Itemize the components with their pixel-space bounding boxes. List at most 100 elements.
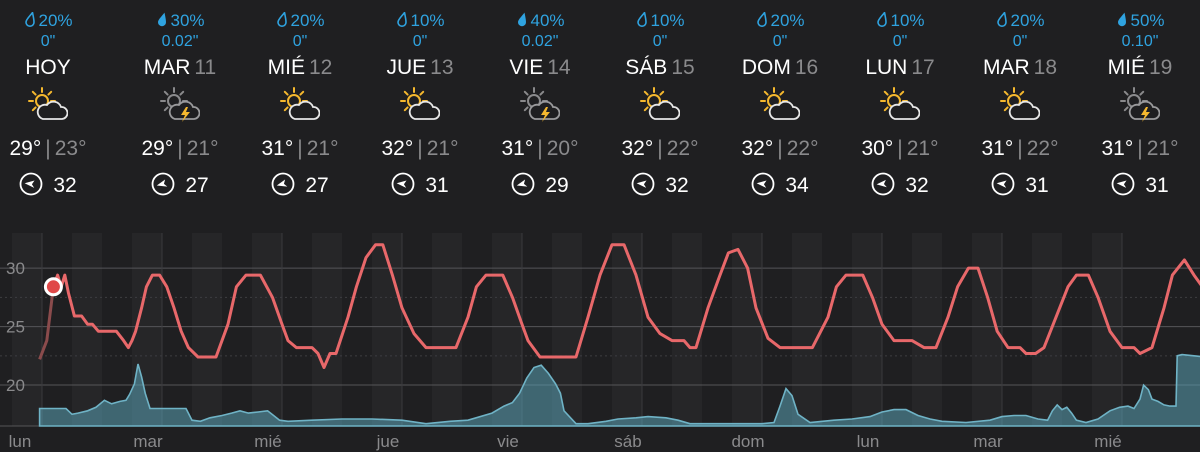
precip-amount: 0": [40, 33, 56, 50]
precip-chance: 20%: [0, 10, 108, 31]
raindrop-icon: [755, 10, 768, 27]
precip-chance: 10%: [600, 10, 720, 31]
day-date: 18: [1033, 56, 1058, 79]
chart-band: [912, 233, 942, 426]
precip-chance-value: 20%: [1010, 11, 1045, 30]
day-column[interactable]: 20% 0" DOM 16 32° | 22° 34: [720, 0, 840, 228]
chart-band: [12, 233, 42, 426]
wind: 27: [120, 172, 240, 198]
day-label: DOM: [741, 56, 791, 79]
high-temp: 32°: [741, 137, 774, 160]
precip-chance-value: 20%: [290, 11, 325, 30]
temperature-range: 31° | 21°: [240, 137, 360, 161]
precip-chance-value: 50%: [1130, 11, 1165, 30]
wind-speed: 29: [545, 174, 569, 197]
temperature-range: 31° | 22°: [960, 137, 1080, 161]
day-column[interactable]: 50% 0.10" MIÉ 19 31° | 21° 31: [1080, 0, 1200, 228]
day-column[interactable]: 10% 0" SÁB 15 32° | 22° 32: [600, 0, 720, 228]
wind-direction-icon: [151, 172, 175, 196]
precip-chance: 40%: [480, 11, 600, 31]
x-tick-label: vie: [497, 432, 519, 451]
day-column[interactable]: 40% 0.02" VIE 14 31° | 20° 29: [480, 0, 600, 228]
low-temp: 22°: [786, 137, 819, 160]
wind-speed: 34: [785, 174, 809, 197]
day-name: MAR 11: [120, 56, 240, 80]
precip-chance-value: 30%: [170, 11, 205, 30]
temp-separator: |: [177, 137, 183, 160]
x-tick-label: mar: [973, 432, 1003, 451]
wind-direction-icon: [751, 172, 775, 196]
precip-amount: 0.02": [521, 33, 559, 50]
day-label: MAR: [143, 56, 191, 79]
chart-band: [852, 233, 882, 426]
forecast-chart-svg: 30 25 20 lun mar mié jue vie sáb dom lun mar mié: [0, 228, 1200, 452]
day-column[interactable]: 20% 0" MAR 18 31° | 22° 31: [960, 0, 1080, 228]
precip-chance-value: 10%: [410, 11, 445, 30]
low-temp: 22°: [666, 137, 699, 160]
wind: 27: [240, 172, 360, 198]
high-temp: 31°: [1101, 137, 1134, 160]
precip-amount: 0": [1012, 33, 1028, 50]
day-name: LUN 17: [840, 56, 960, 80]
x-tick-label: mar: [133, 432, 163, 451]
chart-band: [312, 233, 342, 426]
partly-sunny-icon: [880, 86, 921, 124]
chart-band: [732, 233, 762, 426]
precip-chance: 30%: [120, 11, 240, 31]
wind: 32: [840, 172, 960, 198]
wind-speed: 32: [665, 174, 689, 197]
chart-band: [612, 233, 642, 426]
partly-sunny-icon: [28, 86, 69, 124]
temperature-line-past: [38, 286, 55, 360]
day-column[interactable]: 20% 0" HOY 29° | 23° 32: [0, 0, 108, 228]
x-tick-label: lun: [857, 432, 880, 451]
day-column[interactable]: 10% 0" LUN 17 30° | 21° 32: [840, 0, 960, 228]
wind-speed: 32: [905, 174, 929, 197]
x-tick-label: mié: [1094, 432, 1121, 451]
low-temp: 21°: [306, 137, 339, 160]
wind-speed: 31: [1025, 174, 1049, 197]
day-column[interactable]: 20% 0" MIÉ 12 31° | 21° 27: [240, 0, 360, 228]
chart-band: [792, 233, 822, 426]
day-column[interactable]: 10% 0" JUE 13 32° | 21° 31: [360, 0, 480, 228]
high-temp: 32°: [621, 137, 654, 160]
hourly-forecast-chart: 30 25 20 lun mar mié jue vie sáb dom lun mar mié: [0, 228, 1200, 452]
precip-chance-value: 10%: [890, 11, 925, 30]
partly-sunny-icon: [400, 86, 441, 124]
day-name: DOM 16: [720, 56, 840, 80]
low-temp: 21°: [186, 137, 219, 160]
low-temp: 22°: [1026, 137, 1059, 160]
raindrop-icon: [23, 10, 36, 27]
temperature-range: 32° | 22°: [600, 137, 720, 161]
precip-chance-value: 20%: [38, 11, 73, 30]
temperature-range: 29° | 23°: [0, 137, 108, 161]
low-temp: 21°: [906, 137, 939, 160]
precip-amount: 0.02": [161, 33, 199, 50]
y-tick-label: 20: [6, 376, 25, 395]
partly-sunny-icon: [760, 86, 801, 124]
current-time-marker[interactable]: [43, 277, 63, 297]
chart-band: [492, 233, 522, 426]
low-temp: 20°: [546, 137, 579, 160]
wind-direction-icon: [991, 172, 1015, 196]
wind-direction-icon: [19, 172, 43, 196]
thunderstorm-icon: [1120, 86, 1161, 124]
chart-band: [432, 233, 462, 426]
day-label: SÁB: [625, 56, 668, 79]
x-tick-label: mié: [254, 432, 281, 451]
precipitation-area: [38, 353, 1200, 427]
wind-speed: 31: [1145, 174, 1169, 197]
raindrop-icon: [995, 10, 1008, 27]
raindrop-icon: [1115, 12, 1128, 27]
raindrop-icon: [635, 10, 648, 27]
precip-chance: 50%: [1080, 11, 1200, 31]
day-name: MIÉ 19: [1080, 56, 1200, 80]
y-tick-label: 30: [6, 259, 25, 278]
low-temp: 21°: [426, 137, 459, 160]
chart-band: [672, 233, 702, 426]
precip-amount: 0": [652, 33, 668, 50]
day-column[interactable]: 30% 0.02" MAR 11 29° | 21° 27: [120, 0, 240, 228]
precip-chance-value: 20%: [770, 11, 805, 30]
temperature-line: [51, 243, 1200, 369]
precip-amount: 0": [892, 33, 908, 50]
